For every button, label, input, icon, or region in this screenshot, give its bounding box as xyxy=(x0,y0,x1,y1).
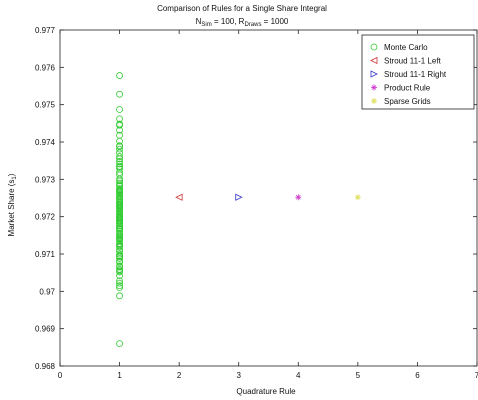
monte-carlo-point xyxy=(116,268,123,276)
title-n-value: = 100, R xyxy=(212,17,245,26)
legend-marker-sparse-grids xyxy=(371,98,377,104)
monte-carlo-point xyxy=(116,277,123,285)
x-tick-label: 7 xyxy=(475,371,478,380)
x-tick-label: 2 xyxy=(177,371,182,380)
y-tick-label: 0.969 xyxy=(35,325,56,334)
monte-carlo-point xyxy=(116,216,123,224)
monte-carlo-point xyxy=(116,265,123,273)
monte-carlo-point xyxy=(116,153,123,160)
star-stroke xyxy=(295,194,301,200)
monte-carlo-point xyxy=(116,250,123,258)
y-tick-label: 0.977 xyxy=(35,26,56,35)
monte-carlo-point xyxy=(116,145,123,153)
monte-carlo-point xyxy=(116,179,123,187)
monte-carlo-point xyxy=(116,213,123,221)
monte-carlo-point xyxy=(116,236,123,244)
monte-carlo-point xyxy=(116,169,123,177)
monte-carlo-point xyxy=(116,340,123,348)
monte-carlo-point xyxy=(116,155,123,163)
monte-carlo-point xyxy=(116,292,123,300)
y-tick-label: 0.972 xyxy=(35,213,56,222)
monte-carlo-point xyxy=(116,246,123,253)
x-tick-label: 3 xyxy=(236,371,241,380)
monte-carlo-point xyxy=(116,142,123,150)
y-tick-label: 0.968 xyxy=(35,362,56,371)
legend-marker-monte-carlo xyxy=(370,43,378,51)
monte-carlo-point xyxy=(116,279,123,287)
legend-label-stroud-11-1-left: Stroud 11-1 Left xyxy=(384,57,442,66)
star-stroke xyxy=(371,85,377,90)
x-tick-label: 5 xyxy=(356,371,361,380)
y-axis-label: Market Share (s1) xyxy=(7,173,18,236)
monte-carlo-point xyxy=(116,255,123,262)
monte-carlo-point xyxy=(116,177,123,185)
chart-title-line2: NSim = 100, RDraws = 1000 xyxy=(196,17,289,28)
monte-carlo-point xyxy=(116,243,123,251)
sparse-grids-point xyxy=(354,194,361,201)
monte-carlo-point xyxy=(116,137,123,145)
y-label-end: ) xyxy=(7,173,16,176)
monte-carlo-point xyxy=(116,202,123,209)
monte-carlo-point xyxy=(116,205,123,212)
legend-marker-product-rule xyxy=(371,84,377,91)
title-n-sub: Sim xyxy=(201,22,211,28)
title-n-main: N xyxy=(196,17,202,26)
y-label-main: Market Share (s xyxy=(7,180,16,237)
legend-label-monte-carlo: Monte Carlo xyxy=(384,43,428,52)
x-axis-label: Quadrature Rule xyxy=(236,387,296,396)
monte-carlo-point xyxy=(116,194,123,202)
x-tick-label: 0 xyxy=(58,371,63,380)
monte-carlo-point xyxy=(116,208,123,216)
monte-carlo-point xyxy=(116,284,123,292)
legend-label-sparse-grids: Sparse Grids xyxy=(384,97,431,106)
title-r-sub: Draws xyxy=(244,22,261,28)
x-tick-label: 4 xyxy=(296,371,301,380)
monte-carlo-point xyxy=(116,163,123,171)
monte-carlo-point xyxy=(116,226,123,234)
y-tick-label: 0.971 xyxy=(35,250,56,259)
monte-carlo-point xyxy=(116,90,123,98)
y-tick-label: 0.974 xyxy=(35,138,56,147)
legend-label-stroud-11-1-right: Stroud 11-1 Right xyxy=(384,70,447,79)
data-points xyxy=(116,72,361,348)
legend: Monte Carlo Stroud 11-1 Left Stroud 11-1 R… xyxy=(361,34,475,110)
x-tick-label: 1 xyxy=(117,371,122,380)
monte-carlo-point xyxy=(116,231,123,238)
monte-carlo-point xyxy=(116,282,123,290)
legend-label-product-rule: Product Rule xyxy=(384,84,431,93)
y-tick-label: 0.975 xyxy=(35,101,56,110)
monte-carlo-point xyxy=(116,120,123,128)
monte-carlo-point xyxy=(116,187,123,194)
monte-carlo-point xyxy=(116,106,123,113)
stroud-11-1-left-point xyxy=(175,193,183,201)
y-tick-label: 0.976 xyxy=(35,63,56,72)
x-axis-ticks: 0 1 2 3 4 5 6 7 xyxy=(58,30,478,380)
monte-carlo-point xyxy=(116,191,123,199)
y-tick-label: 0.973 xyxy=(35,175,56,184)
legend-marker-stroud-11-1-right xyxy=(370,70,378,78)
stroud-11-1-right-point xyxy=(235,193,243,201)
monte-carlo-point xyxy=(116,196,123,204)
y-label-sub: 1 xyxy=(12,176,18,180)
monte-carlo-point xyxy=(116,160,123,168)
title-r-value: = 1000 xyxy=(261,17,288,26)
legend-box xyxy=(361,34,475,110)
chart-title-line1: Comparison of Rules for a Single Share I… xyxy=(157,4,327,13)
product-rule-point xyxy=(295,194,302,201)
y-tick-label: 0.97 xyxy=(39,287,55,296)
x-tick-label: 6 xyxy=(415,371,420,380)
star-stroke xyxy=(355,194,361,200)
star-stroke xyxy=(371,98,377,104)
monte-carlo-point xyxy=(116,263,123,271)
monte-carlo-point xyxy=(116,72,123,79)
legend-marker-stroud-11-1-left xyxy=(370,56,378,65)
